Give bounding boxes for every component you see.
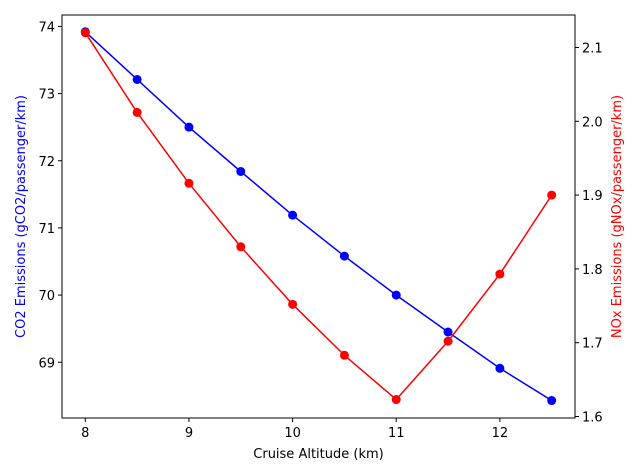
series-point-right <box>288 299 298 309</box>
series-point-left <box>547 396 557 406</box>
y-left-tick-label: 73 <box>38 88 55 103</box>
plot-layer <box>80 27 557 406</box>
y-left-tick-label: 72 <box>38 155 55 170</box>
series-point-right <box>495 269 505 279</box>
series-point-right <box>547 190 557 200</box>
y-right-tick-label: 1.8 <box>582 263 603 278</box>
series-point-right <box>184 178 194 188</box>
series-point-left <box>184 122 194 132</box>
y-axis-right-label: NOx Emissions (gNOx/passenger/km) <box>610 95 625 338</box>
series-point-left <box>391 290 401 300</box>
series-point-right <box>132 107 142 117</box>
y-left-tick-label: 74 <box>38 20 55 35</box>
y-right-tick-label: 1.9 <box>582 189 603 204</box>
y-right-tick-label: 2.1 <box>582 41 603 56</box>
series-point-left <box>443 327 453 337</box>
series-point-left <box>495 363 505 373</box>
x-tick-label: 10 <box>284 426 301 441</box>
series-point-left <box>132 74 142 84</box>
series-point-right <box>80 28 90 38</box>
series-point-right <box>443 336 453 346</box>
y-axis-left-label: CO2 Emissions (gCO2/passenger/km) <box>14 95 29 338</box>
x-tick-label: 11 <box>388 426 405 441</box>
y-left-tick-label: 69 <box>38 356 55 371</box>
y-left-tick-label: 71 <box>38 222 55 237</box>
series-point-right <box>339 350 349 360</box>
y-right-tick-label: 2.0 <box>582 115 603 130</box>
x-axis-label: Cruise Altitude (km) <box>253 447 383 462</box>
y-right-tick-label: 1.6 <box>582 411 603 426</box>
series-line-left <box>84 31 553 402</box>
axes-layer: 8 9 10 11 12 69 70 71 72 73 74 1.6 1.7 1.8 1.9 2.0 2.1 <box>38 20 602 441</box>
series-point-right <box>391 395 401 405</box>
series-point-left <box>339 251 349 261</box>
series-point-right <box>236 242 246 252</box>
x-tick-label: 8 <box>81 426 89 441</box>
x-tick-label: 12 <box>492 426 509 441</box>
plot-area-frame <box>61 14 576 419</box>
series-point-left <box>288 210 298 220</box>
y-left-tick-label: 70 <box>38 289 55 304</box>
series-line-right <box>84 32 553 401</box>
series-point-left <box>236 166 246 176</box>
y-right-tick-label: 1.7 <box>582 337 603 352</box>
x-tick-label: 9 <box>185 426 193 441</box>
